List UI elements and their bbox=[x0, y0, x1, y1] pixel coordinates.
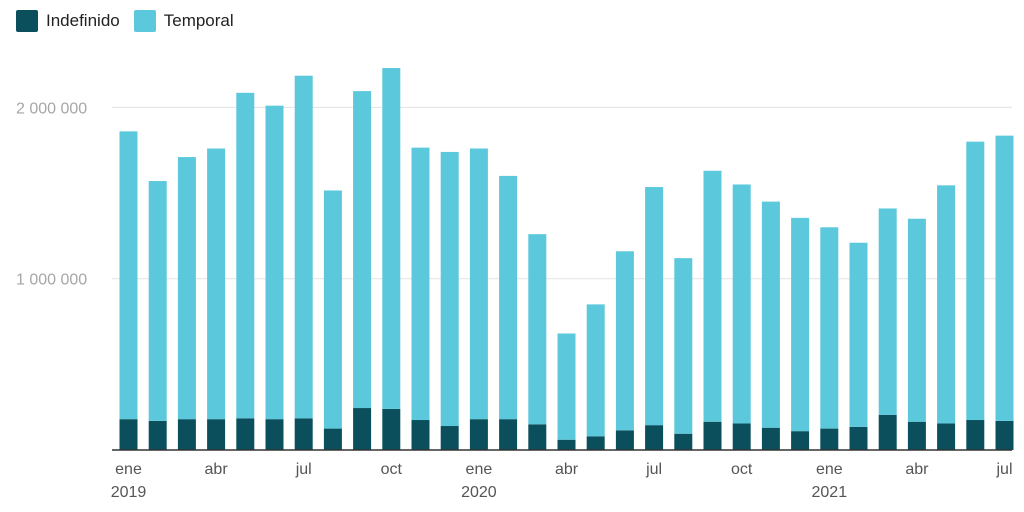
legend-item-temporal: Temporal bbox=[133, 10, 234, 32]
bar-temporal bbox=[323, 190, 342, 429]
bar-indefinido bbox=[382, 408, 401, 450]
bar-temporal bbox=[353, 91, 372, 409]
x-tick-label: jul bbox=[645, 461, 662, 478]
bar-temporal bbox=[615, 251, 634, 431]
bar-indefinido bbox=[557, 439, 576, 450]
legend-swatch-temporal bbox=[133, 10, 156, 32]
x-tick-label: oct bbox=[381, 461, 403, 478]
bar-indefinido bbox=[703, 421, 722, 450]
bar-temporal bbox=[236, 92, 255, 419]
bar-temporal bbox=[791, 217, 810, 432]
bar-temporal bbox=[207, 148, 226, 420]
bar-indefinido bbox=[732, 423, 751, 450]
bar-temporal bbox=[177, 157, 196, 420]
bar-temporal bbox=[294, 75, 313, 419]
bar-indefinido bbox=[878, 414, 897, 450]
bar-indefinido bbox=[528, 424, 547, 450]
bar-indefinido bbox=[761, 427, 780, 450]
bar-temporal bbox=[586, 304, 605, 437]
bar-temporal bbox=[937, 185, 956, 424]
legend-swatch-indefinido bbox=[16, 10, 38, 32]
bar-indefinido bbox=[294, 418, 313, 450]
bar-indefinido bbox=[586, 436, 605, 450]
bar-temporal bbox=[820, 227, 839, 429]
bar-temporal bbox=[761, 201, 780, 428]
bar-indefinido bbox=[645, 425, 664, 450]
bar-indefinido bbox=[265, 419, 284, 450]
legend-label-temporal: Temporal bbox=[163, 11, 234, 30]
x-tick-label: jul bbox=[295, 461, 312, 478]
bar-indefinido bbox=[674, 433, 693, 450]
bar-temporal bbox=[148, 181, 167, 421]
bar-indefinido bbox=[236, 418, 255, 450]
x-year-label: 2020 bbox=[461, 484, 497, 501]
x-tick-label: jul bbox=[995, 461, 1012, 478]
bar-temporal bbox=[645, 187, 664, 426]
y-tick-label: 2 000 000 bbox=[16, 100, 87, 117]
bar-temporal bbox=[411, 147, 430, 421]
bar-temporal bbox=[265, 105, 284, 420]
bar-temporal bbox=[732, 184, 751, 424]
bar-indefinido bbox=[207, 419, 226, 450]
bar-temporal bbox=[907, 218, 926, 422]
bar-indefinido bbox=[849, 426, 868, 450]
bar-indefinido bbox=[499, 419, 518, 450]
bar-temporal bbox=[469, 148, 488, 420]
bar-indefinido bbox=[353, 408, 372, 450]
bar-indefinido bbox=[440, 426, 459, 450]
bar-temporal bbox=[966, 141, 985, 421]
bar-indefinido bbox=[820, 428, 839, 450]
x-tick-label: oct bbox=[731, 461, 753, 478]
legend-item-indefinido: Indefinido bbox=[16, 10, 120, 32]
bar-temporal bbox=[440, 151, 459, 427]
bar-indefinido bbox=[966, 420, 985, 450]
bar-indefinido bbox=[323, 428, 342, 450]
bar-temporal bbox=[557, 333, 576, 440]
bar-temporal bbox=[499, 175, 518, 420]
bar-indefinido bbox=[907, 421, 926, 450]
y-tick-label: 1 000 000 bbox=[16, 272, 87, 289]
x-tick-label: ene bbox=[816, 461, 843, 478]
bar-temporal bbox=[528, 234, 547, 425]
x-tick-label: abr bbox=[205, 461, 229, 478]
x-tick-label: abr bbox=[905, 461, 929, 478]
bar-indefinido bbox=[469, 419, 488, 450]
bar-temporal bbox=[674, 258, 693, 434]
bar-temporal bbox=[703, 170, 722, 422]
bar-indefinido bbox=[148, 420, 167, 450]
chart-legend: Indefinido Temporal bbox=[16, 10, 234, 32]
bar-temporal bbox=[878, 208, 897, 415]
bar-indefinido bbox=[411, 420, 430, 450]
bar-temporal bbox=[382, 67, 401, 409]
bar-indefinido bbox=[177, 419, 196, 450]
bar-indefinido bbox=[791, 431, 810, 450]
x-year-label: 2021 bbox=[812, 484, 848, 501]
x-tick-label: abr bbox=[555, 461, 579, 478]
x-year-label: 2019 bbox=[111, 484, 147, 501]
bar-indefinido bbox=[615, 430, 634, 450]
legend-label-indefinido: Indefinido bbox=[46, 11, 120, 30]
x-tick-label: ene bbox=[115, 461, 142, 478]
bar-temporal bbox=[995, 135, 1014, 421]
bar-indefinido bbox=[995, 420, 1014, 450]
bar-indefinido bbox=[119, 419, 138, 450]
bar-indefinido bbox=[937, 423, 956, 450]
bar-temporal bbox=[119, 131, 138, 420]
bar-temporal bbox=[849, 242, 868, 427]
x-tick-label: ene bbox=[466, 461, 493, 478]
